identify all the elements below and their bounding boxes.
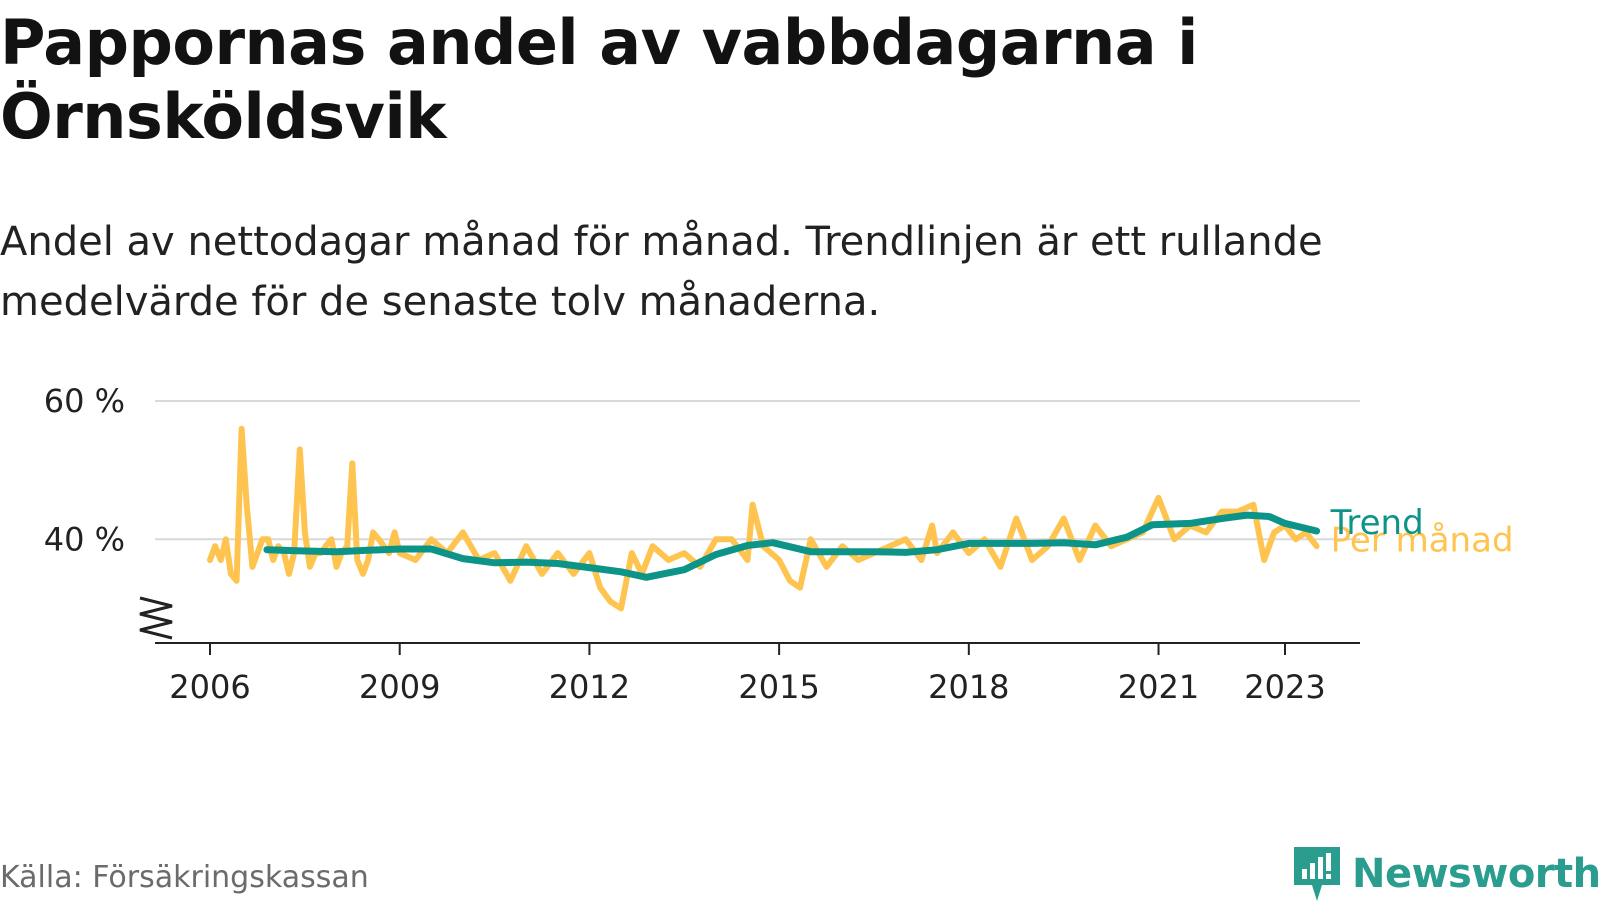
series-label-trend: Trend — [1330, 503, 1424, 543]
source-note: Källa: Försäkringskassan — [0, 860, 369, 895]
y-tick-label: 60 % — [44, 382, 125, 420]
newsworthy-logo-icon — [1294, 847, 1340, 901]
chart-title: Pappornas andel av vabbdagarna i Örnsköl… — [0, 6, 1198, 153]
series-line-per-manad — [207, 425, 1320, 612]
x-tick-labels: 2006 2009 2012 2015 2018 2021 2023 — [169, 668, 1325, 706]
x-tick-label: 2009 — [359, 668, 440, 706]
series-lines — [207, 425, 1321, 612]
x-tick-label: 2021 — [1118, 668, 1199, 706]
y-axis-break-icon — [139, 596, 173, 640]
x-tick-label: 2006 — [169, 668, 250, 706]
chart-subtitle: Andel av nettodagar månad för månad. Tre… — [0, 219, 1323, 325]
y-axis: 40 % 60 % — [44, 382, 125, 558]
x-tick-label: 2012 — [549, 668, 630, 706]
x-tick-label: 2018 — [928, 668, 1009, 706]
y-tick-label: 40 % — [44, 520, 125, 558]
newsworthy-logo: Newsworthy — [1292, 842, 1600, 906]
series-label-per-manad: Per månad — [1331, 520, 1514, 560]
x-tick-label: 2023 — [1244, 668, 1325, 706]
x-tick-label: 2015 — [738, 668, 819, 706]
newsworthy-wordmark: Newsworthy — [1352, 851, 1600, 897]
series-line-trend — [263, 511, 1321, 581]
x-axis — [155, 642, 1360, 655]
line-chart: 40 % 60 % 2006 2009 2012 2015 2018 2021 2023 Pe… — [44, 382, 1514, 706]
